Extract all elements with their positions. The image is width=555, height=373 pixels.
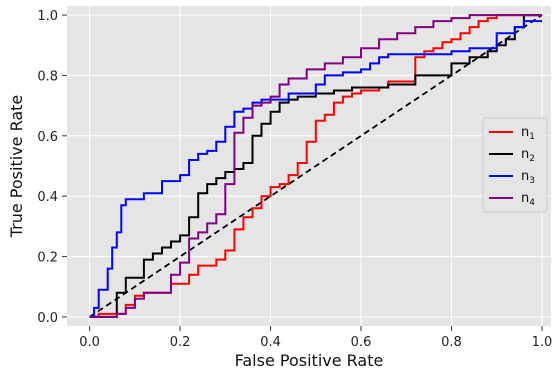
series-line-n2	[89, 14, 542, 318]
x-axis-label: False Positive Rate	[235, 351, 384, 370]
y-tick-label: 0.0	[37, 311, 58, 326]
y-tick-label: 0.2	[37, 251, 58, 266]
legend-subscript: 2	[529, 154, 535, 164]
y-tick-label: 1.0	[37, 9, 58, 24]
x-tick-label: 1.0	[532, 335, 553, 350]
y-axis-ticks: 0.0 0.2 0.4 0.6 0.8 1.0	[37, 9, 67, 326]
y-axis-label: True Positive Rate	[7, 95, 26, 239]
series-line-n3	[89, 20, 542, 318]
x-tick-label: 0.6	[351, 335, 372, 350]
series-line-n1	[89, 14, 542, 318]
y-tick-label: 0.8	[37, 69, 58, 84]
x-tick-label: 0.4	[260, 335, 281, 350]
x-tick-label: 0.8	[441, 335, 462, 350]
legend-subscript: 1	[529, 132, 535, 142]
x-tick-label: 0.2	[170, 335, 191, 350]
y-tick-label: 0.4	[37, 190, 58, 205]
series-lines	[89, 14, 542, 318]
y-tick-label: 0.6	[37, 130, 58, 145]
chance-diagonal-line	[89, 14, 543, 318]
legend-subscript: 4	[529, 198, 535, 208]
series-line-n4	[89, 14, 542, 318]
x-axis-ticks: 0.0 0.2 0.4 0.6 0.8 1.0	[79, 326, 552, 350]
chance-diagonal	[89, 14, 543, 318]
legend-box	[482, 117, 548, 213]
grid-lines	[67, 6, 551, 326]
legend-subscript: 3	[529, 176, 535, 186]
x-tick-label: 0.0	[79, 335, 100, 350]
